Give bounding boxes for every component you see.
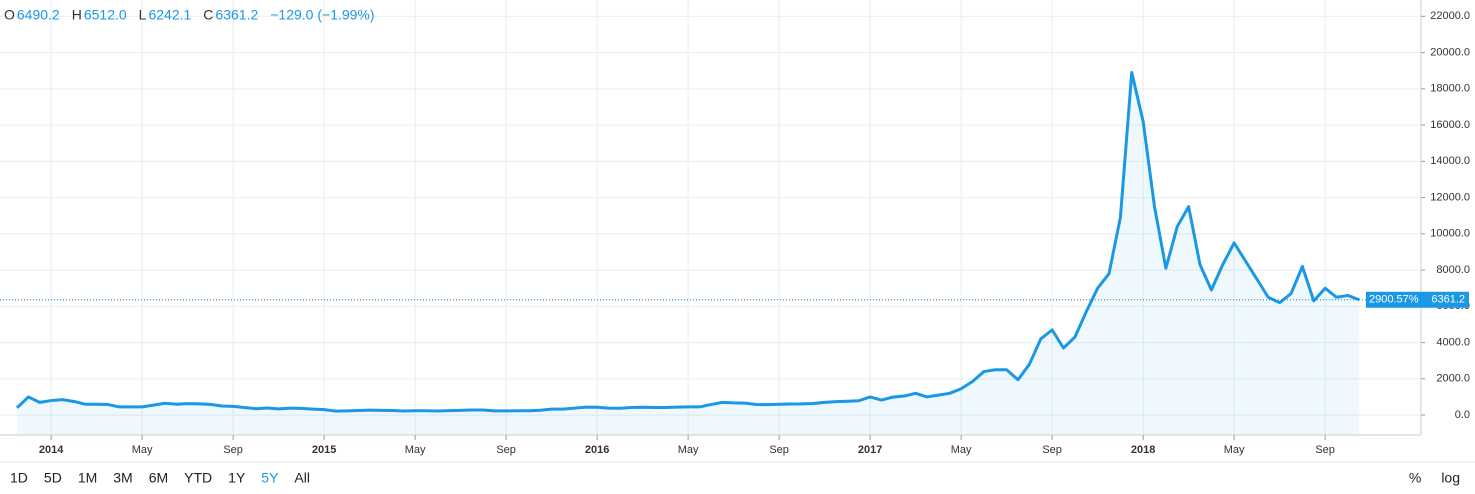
range-button[interactable]: All (294, 470, 310, 486)
plot (0, 0, 1421, 435)
ohlc-header: O 6490.2 H 6512.0 L 6242.1 C 6361.2 −129.0 (−1.9… (4, 7, 375, 23)
last-change-label: 2900.57% (1369, 294, 1419, 306)
x-tick-label: 2014 (39, 444, 64, 456)
ohlc-value: 6242.1 (148, 7, 191, 23)
x-tick-label: May (405, 444, 426, 456)
range-button[interactable]: 3M (113, 470, 132, 486)
x-tick-label: 2016 (585, 444, 609, 456)
last-price-box (1366, 291, 1469, 308)
x-tick-label: Sep (496, 444, 516, 456)
y-tick-label: 10000.0 (1430, 228, 1470, 240)
range-button[interactable]: 6M (149, 470, 168, 486)
x-tick-label: Sep (769, 444, 789, 456)
x-tick-label: May (1224, 444, 1245, 456)
x-tick-label: 2015 (312, 444, 336, 456)
x-tick-label: May (951, 444, 972, 456)
ohlc-key: H (72, 7, 82, 23)
x-tick-label: May (132, 444, 153, 456)
option-button[interactable]: log (1441, 470, 1460, 486)
ohlc-key: L (139, 7, 147, 23)
range-button[interactable]: YTD (184, 470, 212, 486)
x-tick-label: Sep (1042, 444, 1062, 456)
change: −129.0 (−1.99%) (270, 7, 374, 23)
y-tick-label: 18000.0 (1430, 83, 1470, 95)
ohlc-key: O (4, 7, 15, 23)
range-button[interactable]: 1Y (228, 470, 246, 486)
x-tick-label: 2017 (858, 444, 882, 456)
area (17, 72, 1360, 435)
range-button[interactable]: 5Y (261, 470, 279, 486)
ohlc-value: 6512.0 (84, 7, 127, 23)
ohlc-key: C (203, 7, 213, 23)
ohlc-value: 6490.2 (17, 7, 60, 23)
y-tick-label: 8000.0 (1436, 264, 1470, 276)
x-tick-label: Sep (1315, 444, 1335, 456)
y-tick-label: 4000.0 (1436, 336, 1470, 348)
y-tick-label: 14000.0 (1430, 155, 1470, 167)
price-line (15, 71, 1360, 413)
y-tick-label: 0.0 (1455, 409, 1470, 421)
y-tick-label: 20000.0 (1430, 46, 1470, 58)
y-tick-label: 2000.0 (1436, 373, 1470, 385)
y-tick-label: 22000.0 (1430, 10, 1470, 22)
y-tick-label: 12000.0 (1430, 191, 1470, 203)
ohlc-value: 6361.2 (215, 7, 258, 23)
last-price-label: 6361.2 (1431, 294, 1465, 306)
option-button[interactable]: % (1409, 470, 1421, 486)
x-tick-label: 2018 (1131, 444, 1155, 456)
y-tick-label: 16000.0 (1430, 119, 1470, 131)
x-tick-label: May (678, 444, 699, 456)
range-button[interactable]: 1M (78, 470, 97, 486)
x-tick-label: Sep (223, 444, 243, 456)
range-button[interactable]: 5D (44, 470, 62, 486)
range-button[interactable]: 1D (10, 470, 28, 486)
